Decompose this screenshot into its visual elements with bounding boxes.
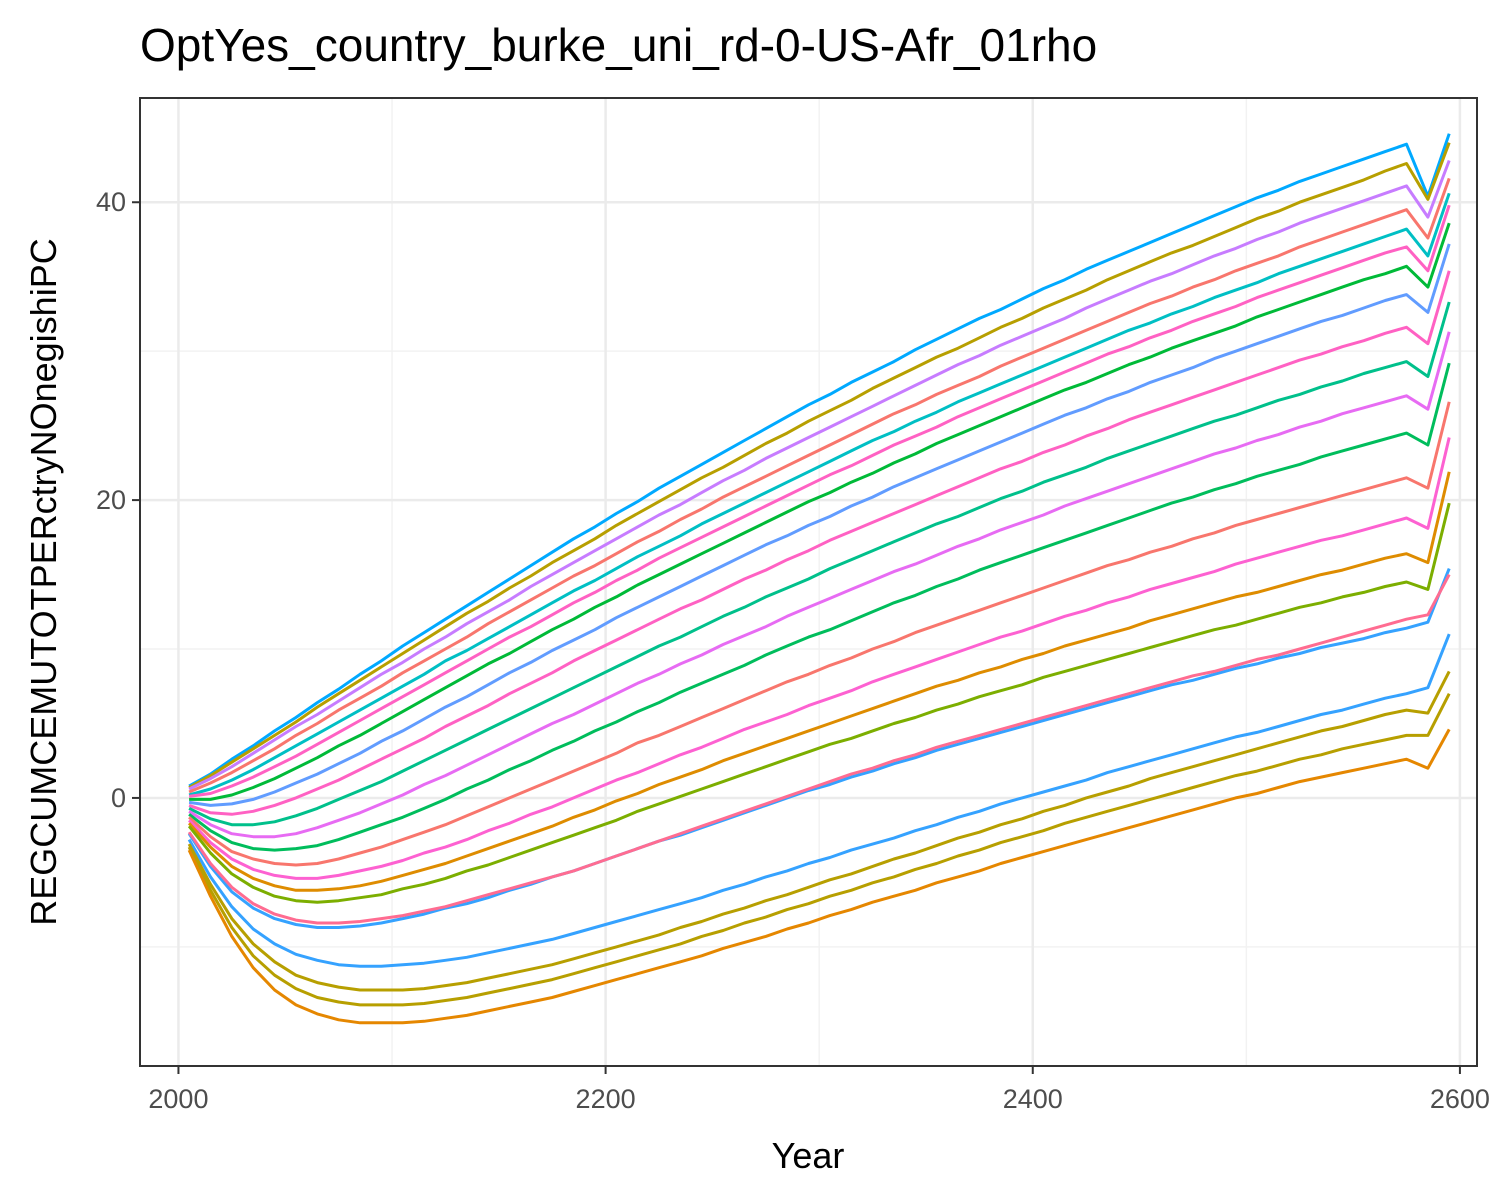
x-tick-label: 2200 bbox=[576, 1084, 636, 1114]
minor-gridlines bbox=[140, 98, 1477, 1066]
axis-ticks: 2000 2200 2400 2600 0 20 40 bbox=[96, 187, 1490, 1114]
series-line bbox=[188, 142, 1451, 789]
x-tick-label: 2600 bbox=[1430, 1084, 1490, 1114]
series-line bbox=[188, 401, 1451, 867]
major-gridlines bbox=[140, 98, 1477, 1066]
x-tick-label: 2400 bbox=[1003, 1084, 1063, 1114]
series-lines bbox=[187, 133, 1451, 1025]
y-tick-label: 40 bbox=[96, 187, 126, 217]
series-line bbox=[188, 177, 1451, 794]
series-line bbox=[187, 568, 1451, 929]
series-line bbox=[188, 192, 1451, 797]
series-line bbox=[187, 670, 1451, 992]
y-axis-title: REGCUMCEMUTOTPERctryNOnegishiPC bbox=[23, 238, 64, 925]
plot-background bbox=[140, 98, 1477, 1066]
series-line bbox=[188, 331, 1451, 839]
series-line bbox=[188, 437, 1451, 880]
series-line bbox=[188, 243, 1451, 807]
series-line bbox=[187, 573, 1451, 925]
y-tick-label: 20 bbox=[96, 485, 126, 515]
series-line bbox=[188, 133, 1451, 788]
series-line bbox=[188, 270, 1451, 816]
series-line bbox=[189, 222, 1451, 801]
series-line bbox=[187, 502, 1451, 904]
series-line bbox=[187, 728, 1451, 1025]
series-line bbox=[187, 693, 1451, 1007]
series-line bbox=[187, 633, 1451, 968]
x-tick-label: 2000 bbox=[148, 1084, 208, 1114]
x-axis-title: Year bbox=[772, 1135, 845, 1176]
chart-title: OptYes_country_burke_uni_rd-0-US-Afr_01r… bbox=[140, 19, 1098, 71]
series-line bbox=[188, 362, 1451, 852]
series-line bbox=[188, 301, 1451, 827]
plot-border bbox=[139, 97, 1478, 1067]
series-line bbox=[188, 159, 1451, 791]
series-line bbox=[187, 471, 1451, 892]
series-line bbox=[188, 204, 1451, 798]
y-tick-label: 0 bbox=[111, 783, 126, 813]
